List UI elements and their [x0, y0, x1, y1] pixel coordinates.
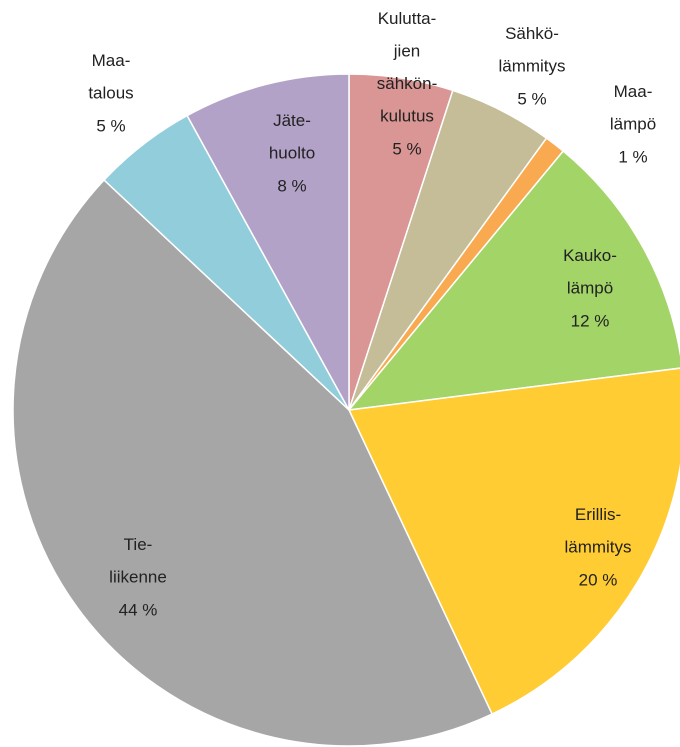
label-line: jien [393, 42, 420, 61]
pie-slice [347, 150, 680, 411]
pie-slice [347, 367, 680, 716]
label-line: Kauko- [563, 246, 617, 265]
label-line: Erillis- [575, 505, 621, 524]
label-line: Maa- [92, 51, 131, 70]
label-line: sähkön- [377, 74, 437, 93]
label-line: Sähkö- [505, 24, 559, 43]
label-line: Kulutta- [378, 9, 437, 28]
value-label: 5 % [392, 139, 421, 158]
value-label: 5 % [96, 116, 125, 135]
slice-label: Jäte-huolto [269, 111, 315, 163]
slice-label: Maa-talous [88, 51, 133, 103]
slice-label: Kulutta-jien sähkön-kulutus [377, 9, 437, 126]
label-line: lämpö [567, 279, 613, 298]
pie-slice [186, 73, 350, 411]
slice-label: Tie-liikenne [109, 535, 167, 587]
slice-label: Kauko-lämpö [563, 246, 617, 298]
label-line: liikenne [109, 568, 167, 587]
label-line: talous [88, 84, 133, 103]
value-label: 12 % [571, 311, 610, 330]
value-label: 8 % [277, 176, 306, 195]
slice-label: Maa-lämpö [610, 82, 656, 134]
slice-label: Erillis-lämmitys [564, 505, 631, 557]
label-line: lämpö [610, 115, 656, 134]
label-line: kulutus [380, 107, 434, 126]
value-label: 1 % [618, 147, 647, 166]
value-label: 5 % [517, 89, 546, 108]
value-label: 20 % [579, 570, 618, 589]
pie-slice [12, 178, 494, 747]
label-line: Jäte- [273, 111, 311, 130]
label-line: Tie- [124, 535, 153, 554]
value-label: 44 % [119, 600, 158, 619]
slice-label: Sähkö-lämmitys [498, 24, 565, 76]
label-line: lämmitys [498, 57, 565, 76]
label-line: Maa- [614, 82, 653, 101]
label-line: lämmitys [564, 538, 631, 557]
label-line: huolto [269, 144, 315, 163]
